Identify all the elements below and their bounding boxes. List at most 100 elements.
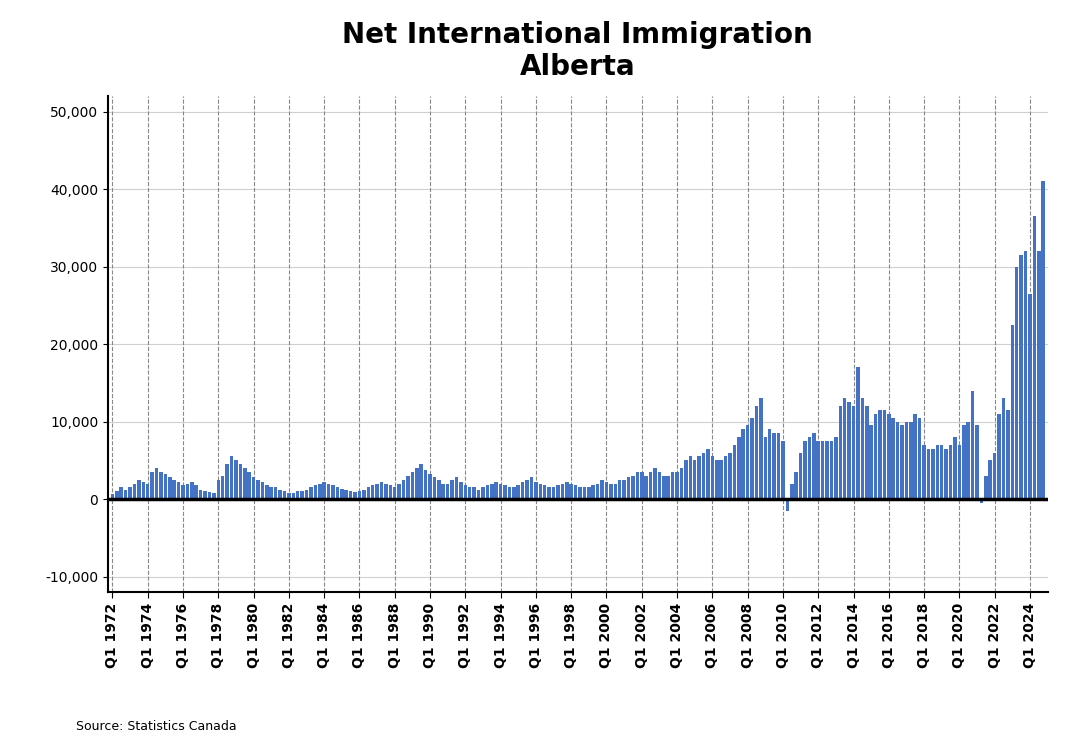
Bar	[861, 398, 864, 499]
Bar	[582, 488, 586, 499]
Bar	[419, 464, 423, 499]
Bar	[305, 490, 308, 499]
Bar	[154, 468, 159, 499]
Bar	[573, 485, 578, 499]
Bar	[1024, 251, 1027, 499]
Bar	[949, 445, 953, 499]
Bar	[781, 441, 785, 499]
Bar	[340, 489, 343, 499]
Bar	[150, 472, 153, 499]
Bar	[636, 472, 639, 499]
Bar	[1037, 251, 1040, 499]
Bar	[393, 488, 396, 499]
Bar	[865, 406, 868, 499]
Bar	[605, 482, 608, 499]
Bar	[569, 483, 573, 499]
Bar	[499, 483, 502, 499]
Bar	[181, 485, 185, 499]
Bar	[997, 414, 1001, 499]
Bar	[565, 482, 568, 499]
Bar	[389, 485, 392, 499]
Bar	[724, 457, 727, 499]
Bar	[1032, 216, 1036, 499]
Bar	[292, 493, 295, 499]
Bar	[472, 488, 476, 499]
Bar	[296, 491, 299, 499]
Bar	[631, 476, 635, 499]
Bar	[618, 480, 621, 499]
Bar	[852, 406, 855, 499]
Bar	[764, 437, 767, 499]
Bar	[838, 406, 842, 499]
Bar	[362, 490, 366, 499]
Bar	[689, 457, 692, 499]
Bar	[283, 491, 286, 499]
Bar	[366, 488, 370, 499]
Bar	[971, 391, 974, 499]
Bar	[186, 483, 189, 499]
Bar	[194, 485, 198, 499]
Bar	[622, 480, 626, 499]
Title: Net International Immigration
Alberta: Net International Immigration Alberta	[342, 21, 813, 81]
Bar	[476, 490, 481, 499]
Bar	[199, 490, 202, 499]
Bar	[785, 499, 789, 511]
Bar	[212, 493, 216, 499]
Bar	[415, 468, 419, 499]
Bar	[869, 425, 873, 499]
Bar	[842, 398, 847, 499]
Bar	[944, 448, 948, 499]
Bar	[808, 437, 811, 499]
Bar	[993, 453, 997, 499]
Bar	[137, 480, 140, 499]
Bar	[226, 464, 229, 499]
Bar	[247, 472, 251, 499]
Bar	[446, 483, 449, 499]
Bar	[503, 485, 507, 499]
Bar	[529, 477, 534, 499]
Bar	[252, 477, 255, 499]
Bar	[516, 485, 519, 499]
Bar	[332, 485, 335, 499]
Bar	[512, 488, 515, 499]
Bar	[834, 437, 838, 499]
Bar	[163, 474, 167, 499]
Bar	[596, 483, 599, 499]
Bar	[120, 488, 123, 499]
Bar	[124, 490, 127, 499]
Bar	[313, 485, 318, 499]
Bar	[795, 472, 798, 499]
Bar	[216, 480, 220, 499]
Bar	[662, 476, 665, 499]
Bar	[1020, 255, 1023, 499]
Bar	[535, 482, 538, 499]
Bar	[539, 483, 542, 499]
Bar	[146, 483, 149, 499]
Bar	[626, 477, 631, 499]
Bar	[345, 490, 348, 499]
Text: Source: Statistics Canada: Source: Statistics Canada	[76, 719, 237, 733]
Bar	[1011, 325, 1014, 499]
Bar	[592, 485, 595, 499]
Bar	[336, 488, 339, 499]
Bar	[878, 410, 881, 499]
Bar	[110, 494, 114, 499]
Bar	[732, 445, 737, 499]
Bar	[459, 482, 462, 499]
Bar	[455, 477, 458, 499]
Bar	[380, 482, 383, 499]
Bar	[221, 476, 225, 499]
Bar	[684, 460, 688, 499]
Bar	[495, 482, 498, 499]
Bar	[490, 483, 494, 499]
Bar	[159, 472, 163, 499]
Bar	[353, 492, 356, 499]
Bar	[177, 482, 180, 499]
Bar	[874, 414, 877, 499]
Bar	[129, 488, 132, 499]
Bar	[463, 485, 467, 499]
Bar	[967, 422, 970, 499]
Bar	[671, 472, 674, 499]
Bar	[521, 482, 525, 499]
Bar	[702, 453, 705, 499]
